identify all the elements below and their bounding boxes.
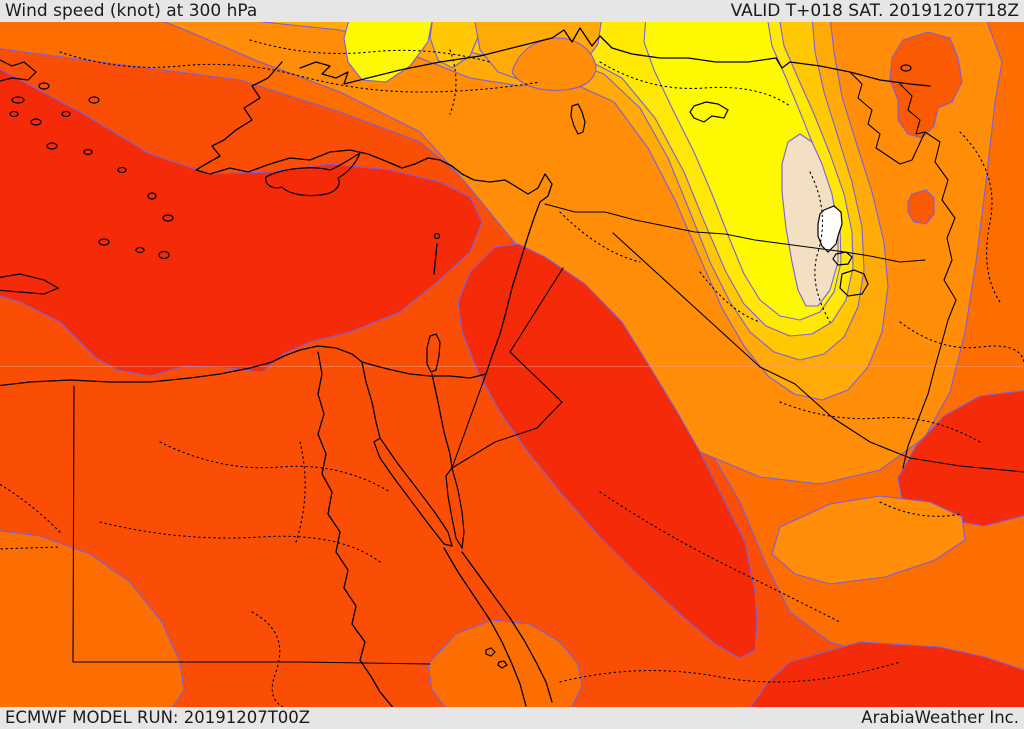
border-syria-jordan bbox=[509, 267, 564, 353]
model-run-label: ECMWF MODEL RUN: 20191207T00Z bbox=[5, 708, 311, 727]
footer-bar: ECMWF MODEL RUN: 20191207T00Z ArabiaWeat… bbox=[0, 707, 1024, 729]
gulf-of-suez bbox=[373, 437, 453, 547]
coastline-marmara bbox=[299, 61, 349, 85]
map-canvas bbox=[0, 22, 1024, 707]
red-core-mediterranean bbox=[0, 68, 483, 377]
lake-van bbox=[689, 101, 729, 123]
arava-rift-line bbox=[431, 373, 453, 469]
coastline-black-sea bbox=[343, 27, 931, 87]
wind-speed-contour-map bbox=[0, 22, 1024, 707]
sea-of-galilee bbox=[433, 232, 441, 240]
border-iraq-saudi bbox=[759, 366, 1024, 473]
contour-band-gold-gap bbox=[429, 22, 481, 69]
nile-river bbox=[317, 351, 394, 707]
aegean-islands bbox=[0, 59, 174, 295]
contour-band-orange-bottom-left bbox=[0, 530, 185, 707]
border-iran-iraq bbox=[902, 131, 957, 469]
jordan-river bbox=[433, 243, 438, 275]
deep-orange-patch-zagros bbox=[907, 189, 935, 225]
red-sea-west-shore bbox=[443, 547, 527, 707]
red-core-east-edge bbox=[897, 390, 1024, 527]
lake-sevan bbox=[900, 64, 912, 72]
border-turkey-syria-iraq bbox=[544, 203, 926, 263]
gulf-of-aqaba bbox=[445, 466, 465, 550]
border-egypt-israel bbox=[451, 373, 487, 469]
admin-boundaries bbox=[0, 39, 1024, 707]
page-title: Wind speed (knot) at 300 hPa bbox=[5, 1, 258, 21]
suez-canal bbox=[361, 361, 381, 439]
coastline-aegean-levant-egypt bbox=[0, 61, 553, 387]
credit-label: ArabiaWeather Inc. bbox=[861, 708, 1019, 727]
border-egypt-libya bbox=[72, 385, 75, 663]
red-core-bottom-right bbox=[750, 641, 1024, 707]
red-sea-east-shore bbox=[461, 551, 553, 703]
header-bar: Wind speed (knot) at 300 hPa VALID T+018… bbox=[0, 0, 1024, 22]
border-syria-iraq bbox=[612, 232, 761, 368]
red-sea-islands bbox=[485, 647, 508, 669]
border-egypt-sudan bbox=[72, 661, 431, 665]
contour-band-light-orange-dome-core bbox=[511, 37, 597, 91]
lake-tuz bbox=[570, 103, 586, 135]
render-artifact-line bbox=[0, 366, 1024, 367]
contour-band-light-orange-gulf-blob bbox=[771, 495, 966, 585]
border-jordan-saudi-zigzag bbox=[451, 351, 563, 469]
contour-band-orange-red-sea bbox=[427, 619, 583, 707]
border-caucasus-1 bbox=[849, 71, 926, 165]
cyprus-island bbox=[265, 151, 362, 197]
valid-time-label: VALID T+018 SAT. 20191207T18Z bbox=[730, 1, 1019, 21]
border-caucasus-2 bbox=[899, 83, 926, 135]
lake-urmia bbox=[817, 205, 843, 253]
contour-band-cream-jet-core bbox=[781, 133, 839, 307]
dead-sea bbox=[426, 333, 441, 373]
country-borders bbox=[72, 64, 1024, 665]
red-core-central-band bbox=[457, 243, 758, 659]
